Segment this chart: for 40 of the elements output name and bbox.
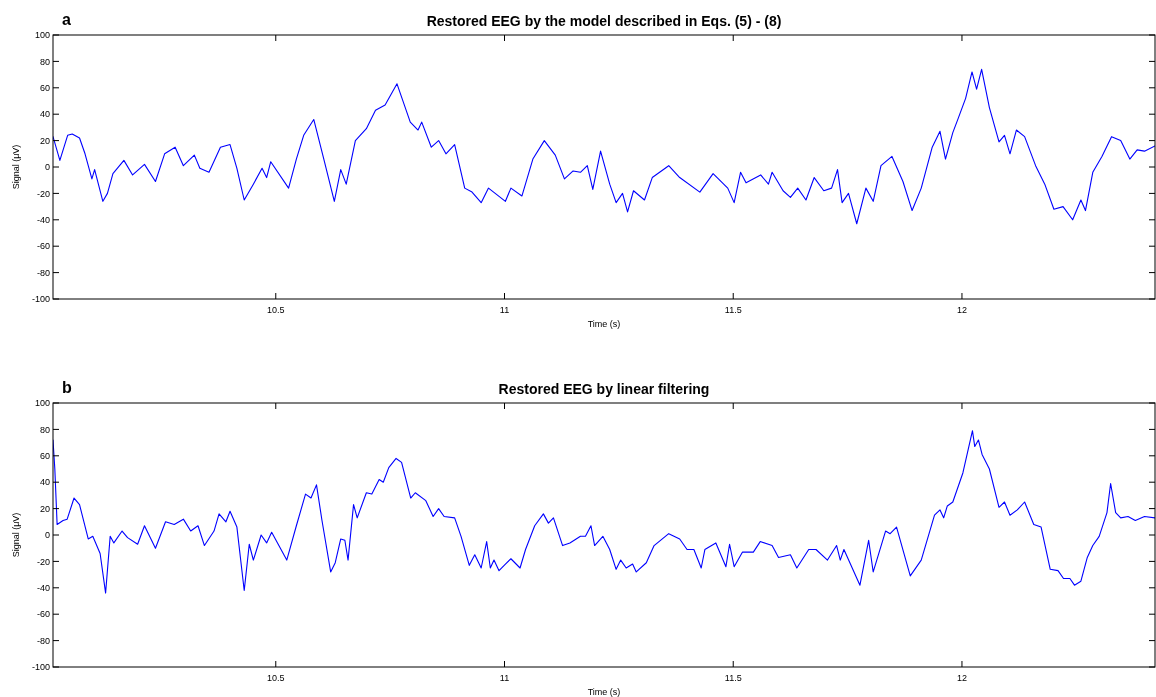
y-tick-label: 0 (44, 162, 50, 173)
y-tick-label: -40 (36, 582, 50, 593)
y-tick-label: -60 (36, 609, 50, 620)
x-tick-label: 12 (956, 673, 967, 683)
chart-title: Restored EEG by the model described in Eqs. (5) - (8) (426, 13, 782, 29)
y-tick-label: -80 (36, 635, 50, 646)
y-tick-label: 40 (39, 477, 50, 488)
y-tick-label: -80 (36, 267, 50, 278)
x-tick-label: 12 (956, 305, 967, 315)
text: b (62, 379, 72, 396)
y-axis-title: Signal (μV) (11, 144, 21, 190)
y-tick-label: 60 (39, 82, 50, 93)
y-tick-label: -40 (36, 214, 50, 225)
y-tick-label: -60 (36, 241, 50, 252)
y-tick-label: 80 (39, 56, 50, 67)
x-tick-label: 11.5 (724, 673, 742, 683)
line-series (53, 430, 1155, 594)
y-tick-label: 20 (39, 135, 50, 146)
y-tick-label: 20 (39, 503, 50, 514)
text: a (62, 11, 71, 28)
y-tick-label: 40 (39, 109, 50, 120)
y-axis-title: Signal (μV) (11, 512, 21, 558)
y-tick-label: 100 (34, 398, 50, 409)
x-tick-label: 10.5 (267, 305, 285, 315)
x-axis-title: Time (s) (587, 687, 621, 697)
chart-title: Restored EEG by linear filtering (498, 381, 710, 397)
line-series (53, 68, 1155, 225)
y-tick-label: -100 (31, 294, 50, 305)
y-tick-label: -20 (36, 556, 50, 567)
x-tick-label: 10.5 (267, 673, 285, 683)
x-axis-title: Time (s) (587, 319, 621, 329)
x-tick-label: 11 (499, 673, 510, 683)
y-tick-label: -100 (31, 662, 50, 673)
y-tick-label: 80 (39, 424, 50, 435)
y-tick-label: 0 (44, 530, 50, 541)
y-tick-label: -20 (36, 188, 50, 199)
y-tick-label: 60 (39, 450, 50, 461)
x-tick-label: 11.5 (724, 305, 742, 315)
x-tick-label: 11 (499, 305, 510, 315)
y-tick-label: 100 (34, 30, 50, 41)
